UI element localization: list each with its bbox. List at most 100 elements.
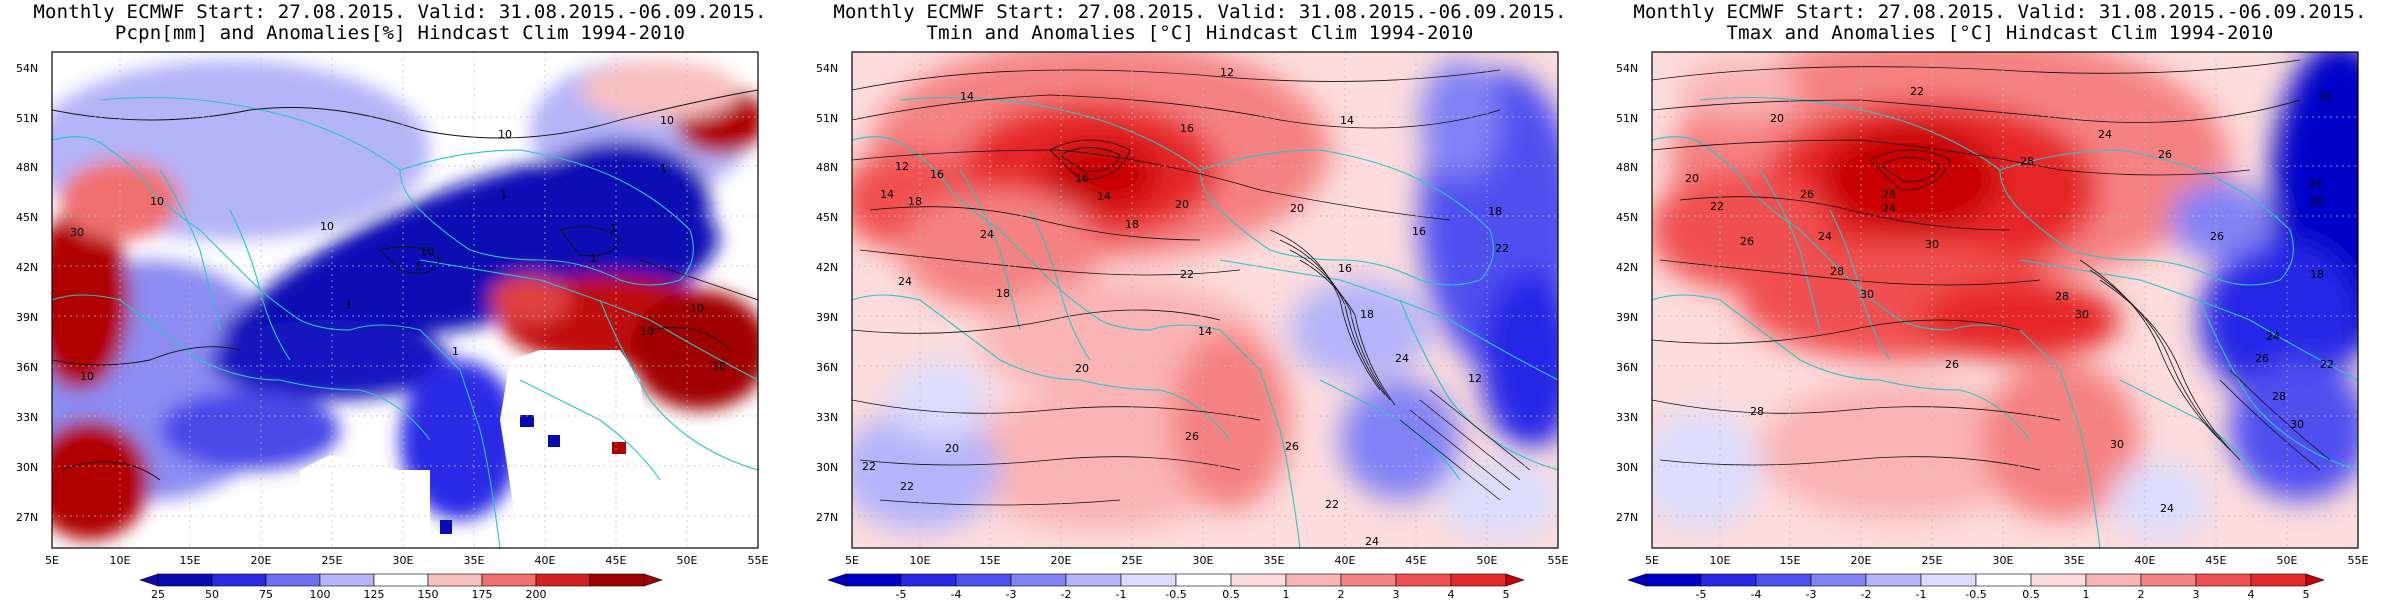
colorbar-tick: 0.5 [2022,588,2040,600]
colorbar-tick: -4 [1751,588,1762,600]
contour-label: 1 [500,188,507,201]
contour-label: 14 [1198,325,1212,338]
lon-label: 15E [980,554,1001,567]
contour-label: 24 [2160,502,2174,515]
lat-label: 30N [16,461,38,474]
lon-axis: 5E 10E 15E 20E 25E 30E 35E 40E 45E 50E 5… [45,554,768,567]
contour-label: 26 [1945,358,1959,371]
tmax-field: 20 22 24 26 28 22 20 24 26 28 30 26 24 2… [1652,52,2358,548]
lat-label: 39N [16,311,38,324]
contour-label: 22 [2318,90,2332,103]
contour-label: 14 [1340,114,1354,127]
contour-label: 14 [960,90,974,103]
contour-label: 26 [1800,188,1814,201]
lon-label: 20E [1851,554,1872,567]
colorbar-tick: 175 [472,588,493,600]
map-frame [1651,51,2359,549]
contour-label: 26 [1285,440,1299,453]
contour-label: 28 [2020,155,2034,168]
contour-label: 22 [900,480,914,493]
lon-label: 15E [180,554,201,567]
colorbar-tick: 5 [2303,588,2310,600]
lon-label: 10E [110,554,131,567]
contour-label: 24 [898,275,912,288]
colorbar-tick: 150 [418,588,439,600]
panel-subtitle: Tmin and Anomalies [°C] Hindcast Clim 19… [926,22,1474,44]
contour-label: 24 [1882,202,1896,215]
contour-label: 24 [1395,352,1409,365]
colorbar: 25 50 75 100 125 150 175 200 [139,573,663,600]
lon-label: 40E [1335,554,1356,567]
lon-label: 50E [1477,554,1498,567]
lat-axis: 54N 51N 48N 45N 42N 39N 36N 33N 30N 27N [1616,62,1638,524]
contour-label: 26 [2255,352,2269,365]
lon-label: 40E [2135,554,2156,567]
contour-label: 18 [996,287,1010,300]
contour-label: 18 [1360,308,1374,321]
contour-label: 18 [1125,218,1139,231]
contour-label: 24 [1818,230,1832,243]
lat-label: 51N [16,112,38,125]
colorbar-tick: 3 [1393,588,1400,600]
contour-label: 10 [80,370,94,383]
colorbar-tick: 50 [205,588,219,600]
contour-label: 16 [1412,225,1426,238]
contour-label: 1 [415,260,422,273]
lat-label: 54N [16,62,38,75]
contour-label: 28 [1750,405,1764,418]
lon-label: 25E [1922,554,1943,567]
contour-label: 10 [320,220,334,233]
contour-label: 10 [498,128,512,141]
contour-label: 30 [712,360,726,373]
contour-label: 28 [1882,188,1896,201]
colorbar-tick: 4 [2248,588,2255,600]
lon-label: 30E [1193,554,1214,567]
colorbar-tick: 2 [2138,588,2145,600]
panel-tmax: Monthly ECMWF Start: 27.08.2015. Valid: … [1600,0,2400,600]
panel-subtitle: Pcpn[mm] and Anomalies[%] Hindcast Clim … [114,22,686,44]
contour-label: 16 [930,168,944,181]
colorbar-tick: -5 [1696,588,1707,600]
contour-label: 1 [660,162,667,175]
contour-label: 10 [660,114,674,127]
contour-label: 24 [2308,177,2322,190]
contour-label: 22 [1710,200,1724,213]
contour-label: 18 [1488,205,1502,218]
panel-precipitation: Monthly ECMWF Start: 27.08.2015. Valid: … [0,0,800,600]
colorbar: -5 -4 -3 -2 -1 -0.5 0.5 1 2 3 4 5 [1627,573,2325,600]
contour-label: 12 [895,160,909,173]
panel-title: Monthly ECMWF Start: 27.08.2015. Valid: … [33,1,767,23]
contour-label: 16 [1180,122,1194,135]
lon-label: 35E [464,554,485,567]
lon-label: 20E [251,554,272,567]
contour-label: 16 [1075,172,1089,185]
panel-subtitle: Tmax and Anomalies [°C] Hindcast Clim 19… [1726,22,2274,44]
contour-label: 12 [1468,372,1482,385]
contour-label: 16 [1338,262,1352,275]
lat-axis: 54N 51N 48N 45N 42N 39N 36N 33N 30N 27N [816,62,838,524]
lat-label: 48N [816,161,838,174]
lon-label: 55E [748,554,769,567]
colorbar-tick: -0.5 [1965,588,1986,600]
lat-label: 45N [816,211,838,224]
lat-label: 42N [1616,261,1638,274]
contour-label: 26 [2158,148,2172,161]
contour-label: 14 [880,188,894,201]
lat-label: 30N [816,461,838,474]
lon-label: 25E [322,554,343,567]
colorbar-tick: -3 [1006,588,1017,600]
lon-axis: 5E 10E 15E 20E 25E 30E 35E 40E 45E 50E 5… [1645,554,2368,567]
lat-label: 39N [816,311,838,324]
contour-label: 26 [1185,430,1199,443]
contour-label: 20 [1290,202,1304,215]
panel-title: Monthly ECMWF Start: 27.08.2015. Valid: … [1633,1,2367,23]
lat-label: 48N [1616,161,1638,174]
lon-label: 55E [2348,554,2369,567]
colorbar-tick: 4 [1448,588,1455,600]
lat-label: 39N [1616,311,1638,324]
lon-label: 30E [1993,554,2014,567]
colorbar-tick: -0.5 [1165,588,1186,600]
contour-label: 10 [640,325,654,338]
lat-label: 33N [816,411,838,424]
lat-label: 54N [816,62,838,75]
